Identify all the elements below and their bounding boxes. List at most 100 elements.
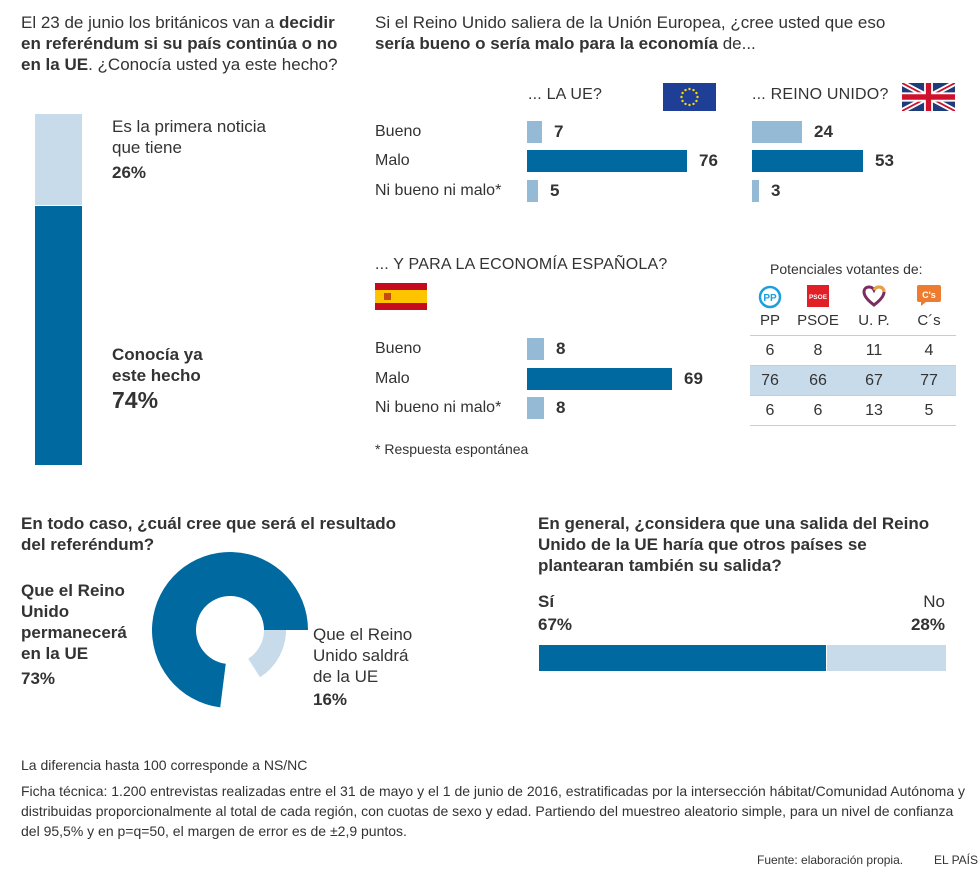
footnote-spontaneous: * Respuesta espontánea <box>375 441 529 457</box>
outcome-donut-chart <box>152 552 308 708</box>
donut-slice-leave <box>248 630 286 678</box>
knew-label: Conocía ya este hecho <box>112 345 203 385</box>
eu-star <box>692 102 695 106</box>
table-row: 6 8 11 4 <box>750 335 956 366</box>
eu-star <box>696 95 699 99</box>
svg-text:C's: C's <box>922 290 936 300</box>
knew-pct: 74% <box>112 387 159 413</box>
svg-text:PSOE: PSOE <box>809 294 828 301</box>
bar-value-label: 53 <box>875 151 894 170</box>
table-cell: 76 <box>750 365 790 396</box>
es-header: ... Y PARA LA ECONOMÍA ESPAÑOLA? <box>375 256 668 273</box>
question-bold-text: decidir en referéndum si su país continú… <box>21 13 338 74</box>
table-cell: 5 <box>924 401 934 419</box>
no-label: No <box>923 592 945 611</box>
leave-label: Que el Reino Unido saldrá de la UE <box>313 625 413 686</box>
eu-star <box>688 87 691 91</box>
spain-flag-icon <box>375 283 427 310</box>
bar-malo <box>752 150 863 172</box>
bar-value-label: 69 <box>684 369 703 388</box>
row-label-bueno: Bueno <box>375 123 422 140</box>
eu-star <box>680 95 683 99</box>
bar-segment-no <box>827 645 946 671</box>
bar-value-label: 3 <box>771 181 781 200</box>
outcome-question: En todo caso, ¿cuál cree que será el res… <box>21 514 397 554</box>
contagion-question: En general, ¿considera que una salida de… <box>538 514 930 575</box>
table-cell: 6 <box>813 401 823 419</box>
bar-segment-knew <box>35 206 82 465</box>
awareness-stacked-bar <box>35 114 82 465</box>
footer-note: La diferencia hasta 100 corresponde a NS… <box>21 757 308 773</box>
bar-ni-bueno-ni-malo <box>752 180 759 202</box>
bar-ni-bueno-ni-malo <box>527 397 544 419</box>
economy-question: Si el Reino Unido saliera de la Unión Eu… <box>375 12 935 54</box>
table-row: 6 6 13 5 <box>750 395 956 426</box>
bar-value-label: 7 <box>554 122 564 141</box>
bar-value-label: 24 <box>814 122 833 141</box>
party-name: C´s <box>917 312 941 329</box>
table-cell: 8 <box>813 341 823 359</box>
eu-star <box>684 102 687 106</box>
bar-bueno <box>527 121 542 143</box>
party-name: PP <box>759 312 780 329</box>
row-label-malo: Malo <box>375 370 410 387</box>
eu-star <box>684 88 687 92</box>
table-cell: 77 <box>902 365 956 396</box>
question-text: El 23 de junio los británicos van a <box>21 13 275 32</box>
eu-star <box>692 88 695 92</box>
ue-header: ... LA UE? <box>528 86 603 103</box>
eu-star <box>681 99 684 103</box>
row-label-bueno: Bueno <box>375 340 422 357</box>
pp-logo-icon: PP <box>750 285 790 314</box>
table-cell: 66 <box>790 365 846 396</box>
table-cell: 13 <box>865 401 883 419</box>
contagion-stacked-bar <box>539 645 946 671</box>
uk-flag-icon <box>902 83 955 111</box>
table-cell: 6 <box>765 341 775 359</box>
ciudadanos-logo-icon: C's <box>902 285 956 314</box>
bar-value-label: 5 <box>550 181 560 200</box>
row-label-ni: Ni bueno ni malo* <box>375 399 502 416</box>
question-text: Si el Reino Unido saliera de la Unión Eu… <box>375 13 886 32</box>
bar-segment-first-news <box>35 114 82 205</box>
bar-value-label: 76 <box>699 151 718 170</box>
eu-star <box>695 91 698 95</box>
first-news-label: Es la primera noticia que tiene <box>112 117 267 157</box>
parties-header-row: PP PSOE U. P. C´s <box>750 312 956 329</box>
bar-segment-yes <box>539 645 826 671</box>
table-cell: 67 <box>846 365 902 396</box>
table-cell: 11 <box>865 341 883 359</box>
bar-bueno <box>752 121 802 143</box>
bar-ni-bueno-ni-malo <box>527 180 538 202</box>
eu-flag-icon <box>663 83 716 111</box>
podemos-heart-icon <box>846 285 902 314</box>
table-row: 76 66 67 77 <box>750 365 956 396</box>
table-cell: 4 <box>924 341 934 359</box>
donut-slice-remain <box>152 552 308 708</box>
yes-label: Sí <box>538 592 555 611</box>
party-name: PSOE <box>797 312 839 329</box>
footer-technical: Ficha técnica: 1.200 entrevistas realiza… <box>21 783 966 839</box>
party-name: U. P. <box>858 312 890 329</box>
table-cell: 6 <box>765 401 775 419</box>
parties-logos: PP PSOE C's <box>750 285 956 314</box>
first-news-pct: 26% <box>112 163 147 182</box>
eu-star <box>688 103 691 107</box>
svg-text:PP: PP <box>763 293 777 304</box>
bar-value-label: 8 <box>556 398 566 417</box>
eu-star <box>695 99 698 103</box>
question-bold-text: sería bueno o sería malo para la economí… <box>375 34 718 53</box>
question-text-tail: . ¿Conocía usted ya este hecho? <box>88 55 338 74</box>
yes-pct: 67% <box>538 615 573 634</box>
bar-malo <box>527 368 672 390</box>
remain-pct: 73% <box>21 669 56 688</box>
parties-table: 6 8 11 4 76 66 67 77 6 6 13 5 <box>750 335 956 426</box>
footer-source: Fuente: elaboración propia. <box>757 853 904 867</box>
eu-star <box>681 91 684 95</box>
bar-value-label: 8 <box>556 339 566 358</box>
awareness-question: El 23 de junio los británicos van a deci… <box>21 12 341 75</box>
row-label-malo: Malo <box>375 152 410 169</box>
leave-pct: 16% <box>313 690 348 709</box>
uk-header: ... REINO UNIDO? <box>752 86 889 103</box>
bar-malo <box>527 150 687 172</box>
